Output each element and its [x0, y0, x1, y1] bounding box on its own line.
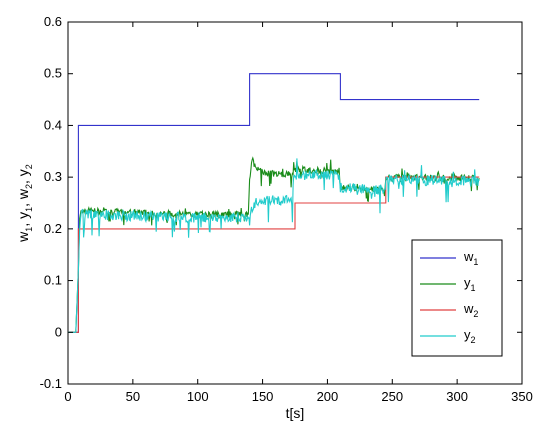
x-tick-label: 250: [381, 389, 403, 404]
x-tick-label: 0: [64, 389, 71, 404]
x-tick-label: 300: [446, 389, 468, 404]
legend-label: y1: [464, 275, 476, 293]
axis-ticks: 0 50 100 150 200 250 300 350-0.100.10.20.30.40.…: [40, 14, 533, 404]
legend-label: y2: [464, 327, 476, 345]
y-tick-label: -0.1: [40, 376, 62, 391]
y-axis-label: w1, y1, w2, y2: [15, 164, 34, 243]
x-tick-label: 200: [317, 389, 339, 404]
x-tick-label: 100: [187, 389, 209, 404]
y-tick-label: 0.5: [44, 66, 62, 81]
y-tick-label: 0.2: [44, 221, 62, 236]
y-tick-label: 0.6: [44, 14, 62, 29]
x-tick-label: 150: [252, 389, 274, 404]
y-tick-label: 0.3: [44, 169, 62, 184]
legend-label: w2: [463, 301, 478, 319]
y-tick-label: 0.1: [44, 273, 62, 288]
plot-area: [67, 21, 523, 385]
series-line-y2: [68, 158, 480, 333]
legend-label: w1: [463, 249, 478, 267]
y-tick-label: 0.4: [44, 117, 62, 132]
legend: w1 y1 w2 y2: [411, 239, 503, 357]
x-tick-label: 50: [126, 389, 140, 404]
y-tick-label: 0: [55, 324, 62, 339]
x-tick-label: 350: [511, 389, 533, 404]
x-axis-label: t[s]: [286, 405, 305, 421]
legend-box: [411, 239, 503, 357]
